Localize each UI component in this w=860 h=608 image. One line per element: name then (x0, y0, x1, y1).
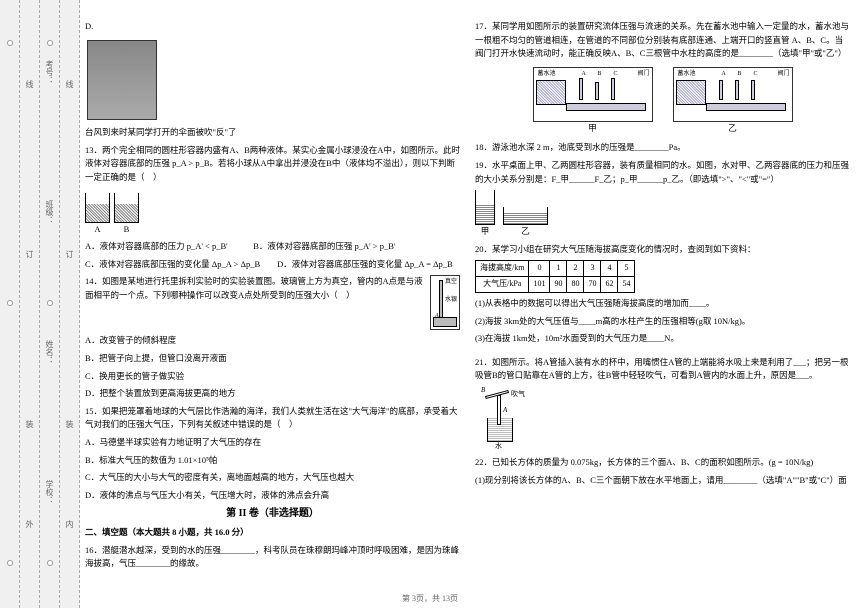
q14-opt-b: B．把管子向上提，但管口没离开液面 (85, 352, 460, 366)
question-19: 19．水平桌面上甲、乙两圆柱形容器，装有质量相同的水。如图，水对甲、乙两容器底的… (475, 159, 850, 186)
td: 101 (529, 277, 550, 293)
q14-opt-c: C．换用更长的管子做实验 (85, 370, 460, 384)
tube-a-label: A (503, 405, 507, 416)
q14-opt-a: A．改变管子的倾斜程度 (85, 334, 460, 348)
tank-label: 蓄水池 (538, 70, 556, 80)
binding-margin: 线 订 装 外 考号： 班级： 姓名： 学校： 线 订 装 内 (0, 0, 80, 608)
q14-figure: 真空 水银 A (430, 275, 460, 330)
binding-label: 装 (24, 420, 35, 428)
question-20: 20．某学习小组在研究大气压随海拔高度变化的情况时，查阅到如下资料： (475, 243, 850, 257)
question-17: 17．某同学用如图所示的装置研究流体压强与流速的关系。先在蓄水池中输入一定量的水… (475, 20, 850, 61)
q15-opt-a: A．马德堡半球实验有力地证明了大气压的存在 (85, 436, 460, 450)
binding-label: 装 (64, 420, 75, 428)
q17-figures: 蓄水池 A B C 阀门 甲 蓄水池 A B C (475, 67, 850, 136)
fig-caption-left: 甲 (533, 122, 653, 136)
tube-b-label: B (481, 385, 485, 396)
binding-field: 姓名： (44, 340, 55, 364)
water-label: 水 (495, 441, 502, 452)
q13-opt-c: C．液体对容器底部压强的变化量 Δp_A > Δp_B (85, 259, 260, 269)
binding-label: 线 (64, 80, 75, 88)
question-15: 15．如果把笼罩着地球的大气层比作浩瀚的海洋，我们人类就生活在这"大气海洋"的底… (85, 405, 460, 432)
right-column: 17．某同学用如图所示的装置研究流体压强与流速的关系。先在蓄水池中输入一定量的水… (475, 20, 850, 590)
vessel-label-a: 甲 (475, 225, 495, 239)
q20-sub-3: (3)在海拔 1km处，10m²水面受到的大气压力是____N。 (475, 332, 850, 346)
td: 80 (567, 277, 584, 293)
tube-b: B (598, 70, 602, 80)
q22-sub-1: (1)现分别将该长方体的A、B、C三个面朝下放在水平地面上，请用________… (475, 474, 850, 488)
section-2-subtitle: 二、填空题（本大题共 8 小题，共 16.0 分） (85, 526, 460, 540)
fig-label-vacuum: 真空 (445, 278, 457, 288)
th: 海拔高度/km (476, 261, 529, 277)
beaker-label-b: B (114, 223, 139, 237)
binding-field: 学校： (44, 480, 55, 504)
left-column: D. 台风到来时某同学打开的伞面被吹"反"了 13．两个完全相同的圆柱形容器内盛… (85, 20, 460, 590)
q14-opt-d: D．把整个装置放到更高海拔更高的地方 (85, 387, 460, 401)
option-d-label: D. (85, 21, 93, 31)
th: 1 (550, 261, 567, 277)
q13-figure: A B (85, 193, 139, 237)
td: 90 (550, 277, 567, 293)
th: 3 (584, 261, 601, 277)
td: 70 (584, 277, 601, 293)
vessel-label-b: 乙 (503, 225, 548, 239)
q20-table: 海拔高度/km 0 1 2 3 4 5 大气压/kPa 101 90 80 70… (475, 260, 635, 293)
q13-opt-b: B．液体对容器底部的压强 p_A' > p_B' (253, 241, 395, 251)
question-22: 22．已知长方体的质量为 0.075kg，长方体的三个面A、B、C的面积如图所示… (475, 456, 850, 470)
fig-label-mercury: 水银 (445, 296, 457, 306)
question-21: 21．如图所示。将A管插入装有水的杯中，用嘴惯住A管的上端能将水吸上来是利用了_… (475, 356, 850, 383)
question-16: 16．潜艇潜水越深，受到的水的压强________，科考队员在珠穆朗玛峰冲顶时呼… (85, 544, 460, 571)
valve-label: 阀门 (777, 70, 789, 80)
question-14: 14．如图是某地进行托里拆利实验时的实验装置图。玻璃管上方为真空，管内的A点是与… (85, 276, 423, 300)
binding-label: 订 (24, 250, 35, 258)
q15-opt-d: D．液体的沸点与气压大小有关，气压增大时，液体的沸点会升高 (85, 489, 460, 503)
th: 4 (601, 261, 618, 277)
q19-figure: 甲 乙 (475, 190, 850, 239)
q20-sub-1: (1)从表格中的数据可以得出大气压强随海拔高度的增加而____。 (475, 297, 850, 311)
option-d-text: 台风到来时某同学打开的伞面被吹"反"了 (85, 126, 460, 140)
th: 0 (529, 261, 550, 277)
q13-opt-a: A．液体对容器底部的压力 p_A' < p_B' (85, 241, 228, 251)
fig-caption-right: 乙 (673, 122, 793, 136)
td: 62 (601, 277, 618, 293)
th: 5 (618, 261, 635, 277)
tube-a: A (722, 70, 726, 80)
umbrella-image (87, 40, 157, 120)
th: 2 (567, 261, 584, 277)
valve-label: 阀门 (637, 70, 649, 80)
section-2-title: 第 II 卷（非选择题） (85, 506, 460, 522)
q20-sub-2: (2)海拔 3km处的大气压值与____m高的水柱产生的压强相等(g取 10N/… (475, 315, 850, 329)
binding-label: 外 (24, 520, 35, 528)
q15-opt-b: B．标准大气压的数值为 1.01×10⁵帕 (85, 454, 460, 468)
tube-c: C (754, 70, 758, 80)
page-content: D. 台风到来时某同学打开的伞面被吹"反"了 13．两个完全相同的圆柱形容器内盛… (85, 20, 850, 590)
tube-b: B (738, 70, 742, 80)
td: 54 (618, 277, 635, 293)
q15-opt-c: C．大气压的大小与大气的密度有关，离地面越高的地方，大气压也越大 (85, 471, 460, 485)
page-footer: 第 3页，共 13页 (0, 593, 860, 604)
blow-label: 吹气 (511, 389, 525, 400)
binding-label: 线 (24, 80, 35, 88)
binding-label: 内 (64, 520, 75, 528)
q21-figure: A B 吹气 水 (475, 387, 525, 442)
td: 大气压/kPa (476, 277, 529, 293)
binding-field: 班级： (44, 200, 55, 224)
question-18: 18．游泳池水深 2 m，池底受到水的压强是________Pa。 (475, 141, 850, 155)
tank-label: 蓄水池 (678, 70, 696, 80)
beaker-label-a: A (85, 223, 110, 237)
q13-opt-d: D．液体对容器底部压强的变化量 Δp_A = Δp_B (277, 259, 453, 269)
binding-label: 订 (64, 250, 75, 258)
binding-field: 考号： (44, 60, 55, 84)
question-13: 13．两个完全相同的圆柱形容器内盛有A、B两种液体。某实心金属小球浸没在A中，如… (85, 144, 460, 185)
